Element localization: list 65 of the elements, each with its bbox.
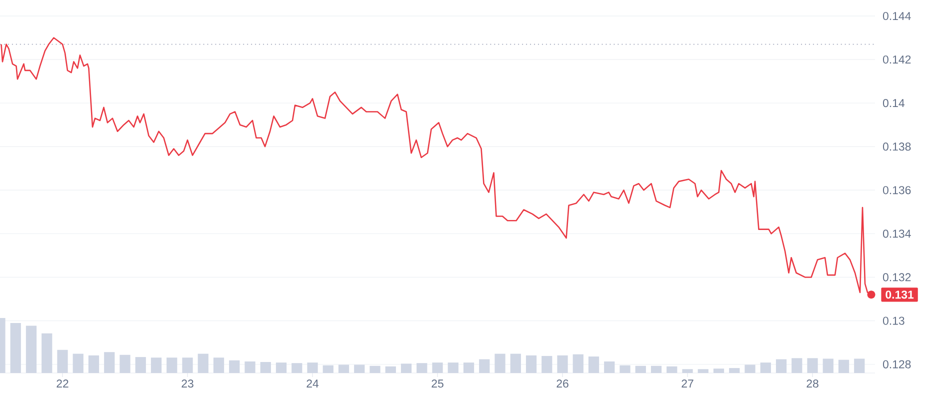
y-tick-label: 0.142 <box>882 55 911 64</box>
bar <box>260 362 271 373</box>
bar <box>354 364 365 373</box>
bar <box>338 364 350 373</box>
bar <box>854 358 865 373</box>
bar <box>120 354 130 373</box>
x-tick-label: 23 <box>182 380 194 388</box>
bar <box>792 358 802 373</box>
y-tick-label: 0.144 <box>882 12 911 20</box>
bar <box>198 354 208 373</box>
x-tick-label: 25 <box>432 380 444 388</box>
bar <box>370 366 380 373</box>
bar <box>72 354 84 373</box>
bar <box>276 362 287 373</box>
bar <box>135 357 146 373</box>
bar <box>776 359 787 373</box>
bar <box>510 354 521 373</box>
x-tick-label: 27 <box>682 380 694 388</box>
bar <box>729 368 740 373</box>
bar <box>104 352 115 373</box>
bar <box>166 358 178 373</box>
bar <box>463 362 474 373</box>
bar <box>26 326 37 373</box>
annotation: 0.131 <box>886 290 914 299</box>
x-tick-label: 24 <box>306 380 319 388</box>
bar <box>822 358 834 373</box>
bar <box>838 360 850 373</box>
bar <box>88 355 100 373</box>
bar <box>385 366 396 373</box>
y-tick-label: 0.138 <box>882 142 911 151</box>
bar <box>494 354 506 373</box>
x-tick-label: 28 <box>806 380 818 388</box>
bar <box>760 362 771 373</box>
y-tick-label: 0.134 <box>882 230 911 238</box>
bar <box>10 322 21 373</box>
bar <box>479 359 490 373</box>
bar <box>635 366 646 373</box>
bar <box>448 362 458 373</box>
y-tick-label: 0.136 <box>882 186 911 194</box>
bar <box>713 368 724 373</box>
y-tick-label: 0.14 <box>882 99 904 108</box>
bar <box>572 354 584 373</box>
bar <box>42 333 52 373</box>
bar <box>244 361 256 373</box>
bar <box>650 366 662 373</box>
y-tick-label: 0.132 <box>882 273 911 282</box>
x-tick-label: 26 <box>556 380 568 388</box>
bar <box>604 361 615 373</box>
bar <box>542 356 552 373</box>
bar <box>620 365 630 373</box>
y-tick-label: 0.13 <box>882 316 904 325</box>
bar <box>526 355 537 373</box>
y-tick-label: 0.128 <box>882 360 911 368</box>
bar <box>322 365 334 373</box>
bar <box>229 360 240 373</box>
bar <box>744 364 756 373</box>
bar <box>400 364 412 373</box>
bar <box>588 356 600 373</box>
bar <box>213 358 224 373</box>
bar <box>698 369 708 373</box>
bar <box>150 358 162 373</box>
bar <box>416 363 428 373</box>
x-tick-label: 22 <box>56 380 68 388</box>
bar <box>292 363 302 373</box>
bar <box>666 366 678 373</box>
